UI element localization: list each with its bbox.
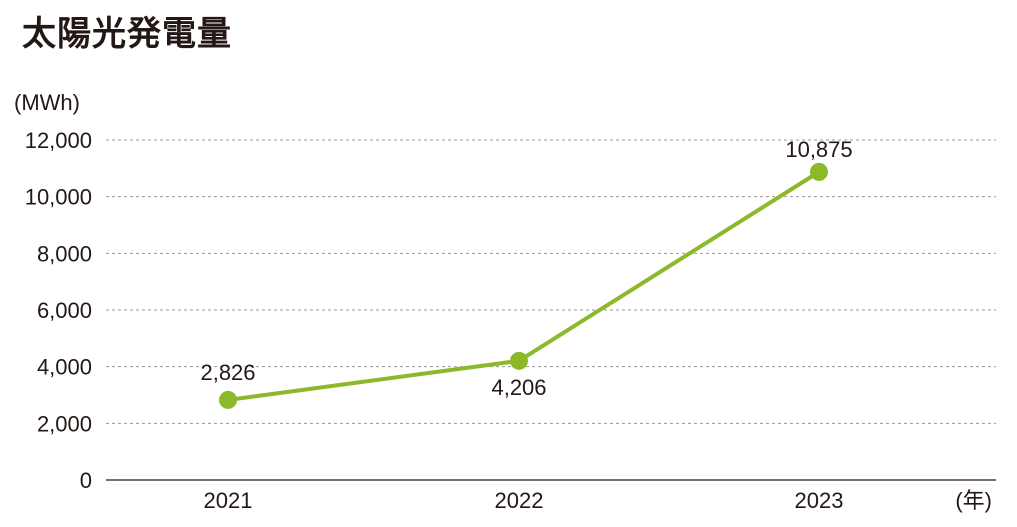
data-labels: 2,826 4,206 10,875 xyxy=(200,137,852,400)
series-group xyxy=(219,162,828,409)
y-tick-label-12000: 12,000 xyxy=(25,128,92,153)
data-point-2022 xyxy=(510,351,528,370)
x-tick-label-2022: 2022 xyxy=(495,488,544,513)
y-tick-label-0: 0 xyxy=(80,468,92,493)
x-tick-label-2023: 2023 xyxy=(795,488,844,513)
x-tick-labels: 2021 2022 2023 xyxy=(204,488,844,513)
y-tick-label-6000: 6,000 xyxy=(37,298,92,323)
grid-lines xyxy=(106,139,996,424)
y-axis-unit-label: (MWh) xyxy=(14,90,80,115)
x-tick-label-2021: 2021 xyxy=(204,488,253,513)
data-label-2022: 4,206 xyxy=(491,375,546,400)
chart-title: 太陽光発電量 xyxy=(22,14,232,54)
data-point-2021 xyxy=(219,390,237,409)
y-tick-label-4000: 4,000 xyxy=(37,355,92,380)
y-tick-label-2000: 2,000 xyxy=(37,411,92,436)
data-label-2023: 10,875 xyxy=(785,137,852,162)
data-label-2021: 2,826 xyxy=(200,360,255,385)
data-point-2023 xyxy=(810,162,828,181)
y-tick-label-10000: 10,000 xyxy=(25,185,92,210)
y-tick-label-8000: 8,000 xyxy=(37,241,92,266)
y-tick-labels: 0 2,000 4,000 6,000 8,000 10,000 12,000 xyxy=(25,128,92,493)
x-axis-unit-label: (年) xyxy=(955,488,992,513)
